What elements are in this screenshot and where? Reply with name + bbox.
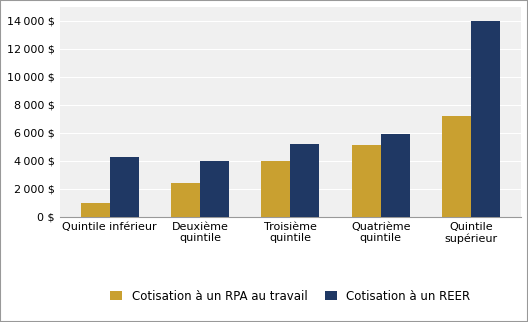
Bar: [442, 116, 471, 217]
Bar: [200, 161, 229, 217]
Bar: [352, 146, 381, 217]
Bar: [471, 21, 500, 217]
Bar: [171, 183, 200, 217]
Bar: [261, 161, 290, 217]
Bar: [290, 144, 319, 217]
Bar: [381, 134, 410, 217]
Bar: [81, 203, 110, 217]
Legend: Cotisation à un RPA au travail, Cotisation à un REER: Cotisation à un RPA au travail, Cotisati…: [110, 290, 470, 303]
Bar: [110, 156, 138, 217]
